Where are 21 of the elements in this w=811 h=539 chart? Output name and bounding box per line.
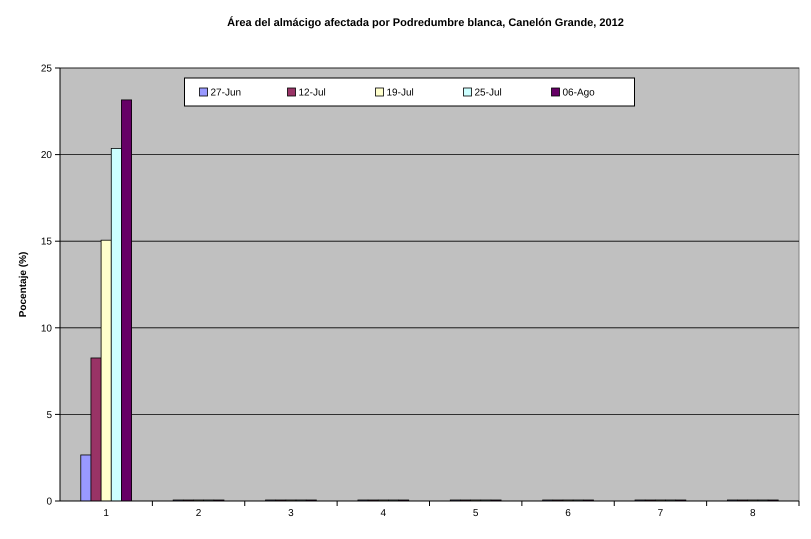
x-tick-label: 3 — [288, 508, 294, 519]
legend-label: 27-Jun — [210, 88, 242, 98]
x-tick-label: 4 — [380, 508, 387, 519]
x-tick-label: 2 — [196, 508, 202, 519]
y-axis-title: Pocentaje (%) — [18, 252, 29, 318]
x-tick-label: 8 — [750, 508, 756, 519]
x-tick-label: 5 — [472, 508, 479, 519]
x-tick-label: 1 — [103, 508, 110, 519]
legend-label: 19-Jul — [386, 88, 414, 98]
legend-label: 25-Jul — [474, 88, 502, 98]
x-tick-label: 6 — [565, 508, 572, 519]
legend-label: 12-Jul — [298, 88, 326, 98]
chart-title: Área del almácigo afectada por Podredumbre blanca, Canelón Grande, 2012 — [227, 16, 624, 29]
x-tick-label: 7 — [658, 508, 664, 519]
y-tick-label: 20 — [40, 150, 52, 162]
y-tick-label: 0 — [46, 496, 52, 508]
y-tick-label: 15 — [40, 236, 52, 248]
y-tick-label: 10 — [40, 323, 52, 334]
y-tick-label: 25 — [40, 64, 52, 74]
y-tick-label: 5 — [46, 410, 52, 421]
legend-label: 06-Ago — [562, 88, 596, 98]
